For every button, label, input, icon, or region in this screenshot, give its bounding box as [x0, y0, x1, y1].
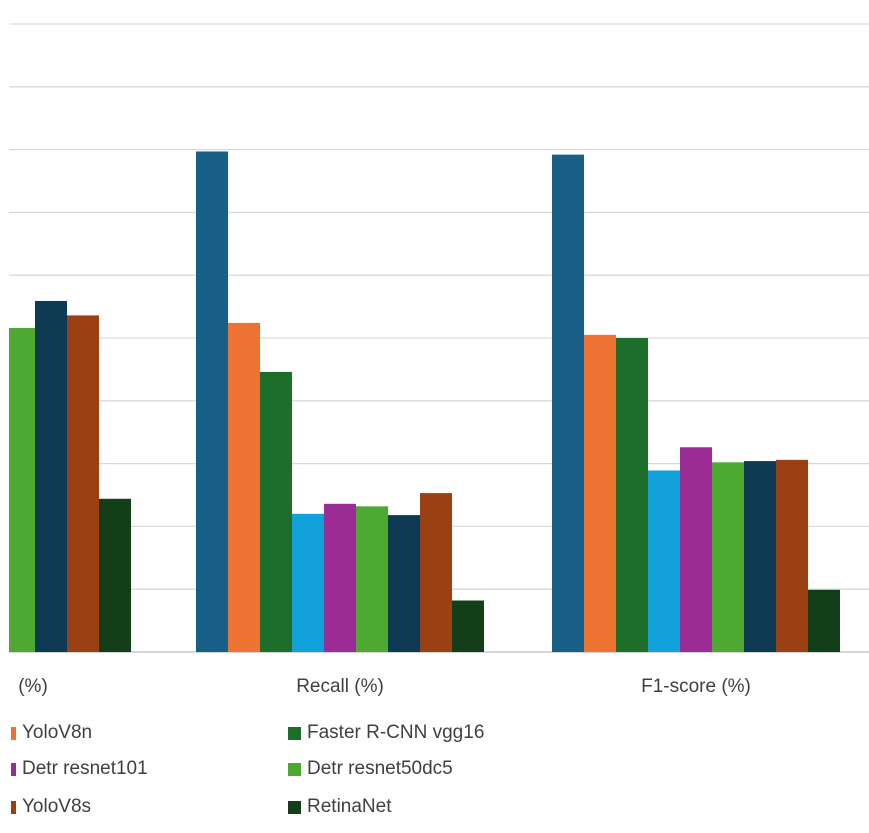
legend: YoloV8n Faster R-CNN vgg16 Detr resnet10… — [0, 722, 869, 833]
legend-item-detr-resnet101: Detr resnet101 — [11, 758, 148, 780]
bar — [9, 327, 35, 652]
category-label: Recall (%) — [296, 676, 384, 697]
legend-item-retinanet: RetinaNet — [288, 796, 392, 818]
bar — [744, 461, 776, 652]
bar — [324, 503, 356, 652]
bar — [228, 322, 260, 652]
legend-swatch — [11, 726, 16, 740]
bar-chart: (%) Recall (%) F1-score (%) — [9, 23, 869, 697]
category-labels: (%) Recall (%) F1-score (%) — [18, 676, 751, 697]
bar — [67, 315, 99, 652]
legend-swatch — [288, 800, 301, 814]
bar — [388, 515, 420, 652]
bar — [420, 493, 452, 652]
bar — [680, 447, 712, 652]
bar — [616, 338, 648, 652]
bar — [99, 498, 131, 652]
bar — [452, 600, 484, 652]
legend-label: YoloV8n — [22, 722, 93, 743]
legend-item-detr-resnet50dc5: Detr resnet50dc5 — [288, 758, 453, 780]
bar — [356, 506, 388, 652]
legend-swatch — [288, 726, 301, 740]
bar — [260, 371, 292, 652]
legend-swatch — [11, 800, 16, 814]
legend-swatch — [11, 762, 16, 776]
bar — [292, 513, 324, 652]
legend-label: Detr resnet101 — [22, 758, 148, 779]
category-label: (%) — [18, 676, 48, 697]
bar — [712, 462, 744, 652]
bar — [776, 459, 808, 652]
category-label: F1-score (%) — [641, 676, 751, 697]
gridlines — [9, 23, 869, 653]
legend-item-yolov8n: YoloV8n — [11, 722, 92, 744]
legend-label: Detr resnet50dc5 — [307, 758, 453, 779]
legend-swatch — [288, 762, 301, 776]
legend-item-faster-rcnn-vgg16: Faster R-CNN vgg16 — [288, 722, 484, 744]
legend-item-yolov8s: YoloV8s — [11, 796, 91, 818]
bars — [9, 151, 840, 652]
bar — [648, 470, 680, 652]
legend-label: YoloV8s — [22, 796, 92, 817]
bar — [35, 300, 67, 652]
legend-label: Faster R-CNN vgg16 — [307, 722, 485, 743]
legend-label: RetinaNet — [307, 796, 392, 817]
bar — [808, 589, 840, 652]
bar — [196, 151, 228, 652]
bar — [552, 154, 584, 652]
bar — [584, 334, 616, 652]
